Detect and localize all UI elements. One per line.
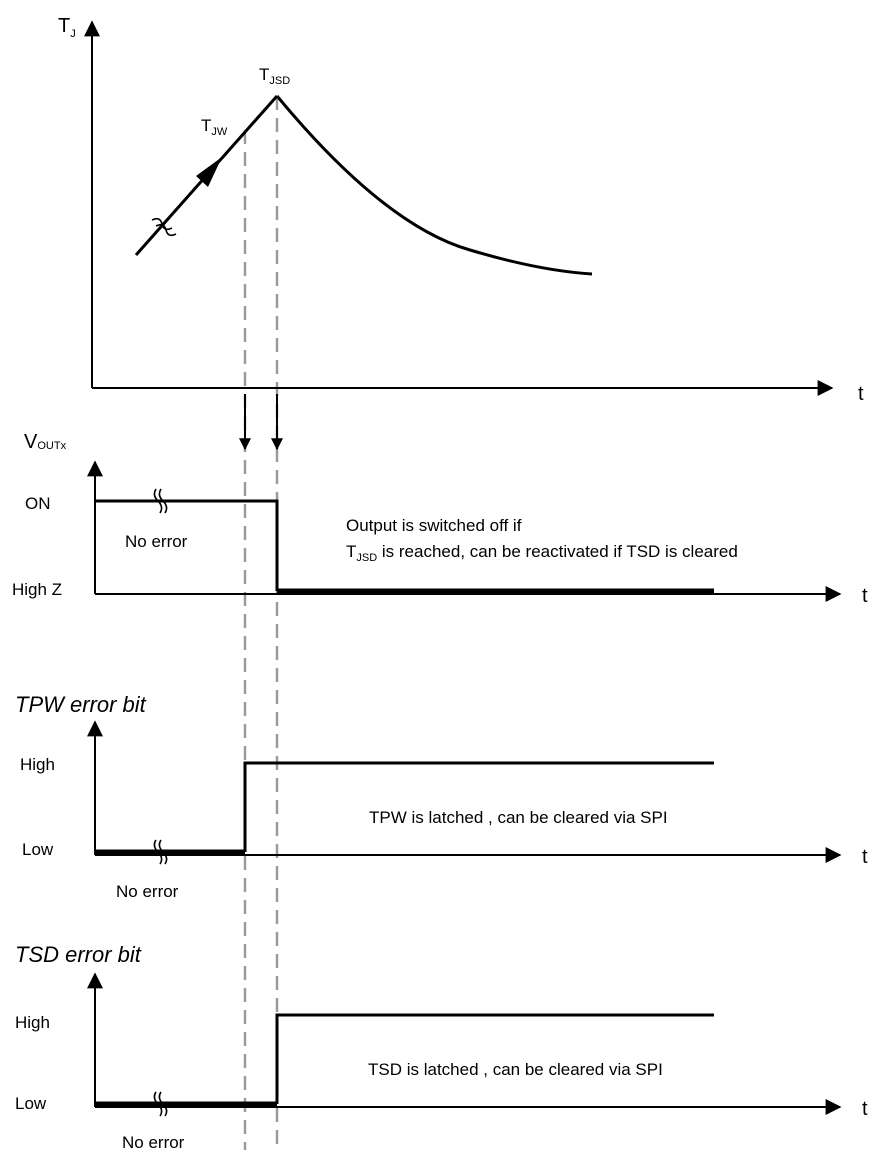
output-level-on: ON [25, 494, 51, 513]
tpw-signal [243, 761, 714, 852]
temperature-rise-arrow-icon [196, 157, 222, 187]
output-note-line2: TJSD is reached, can be reactivated if T… [346, 542, 738, 564]
tsd-title: TSD error bit [15, 942, 142, 967]
axis-break-icon [151, 217, 177, 237]
tsd-note: TSD is latched , can be cleared via SPI [368, 1060, 663, 1079]
tsd-signal [275, 1013, 714, 1104]
output-y-axis-label: VOUTx [24, 431, 67, 453]
tjw-label: TJW [201, 116, 228, 138]
temperature-x-axis-label: t [858, 383, 864, 405]
axis-break-icon [153, 488, 168, 514]
tpw-plot: TPW error bit t High Low No error TPW is… [15, 692, 868, 901]
tsd-plot: TSD error bit t High Low No error TSD is… [15, 942, 868, 1152]
tpw-level-low: Low [22, 840, 54, 859]
output-x-axis-label: t [862, 585, 868, 607]
temperature-y-axis-label: TJ [58, 15, 76, 40]
axis-break-icon [153, 1091, 168, 1117]
tjsd-label: TJSD [259, 65, 290, 87]
tpw-title: TPW error bit [15, 692, 147, 717]
output-no-error-label: No error [125, 532, 188, 551]
temperature-plot: TJ t TJW TJSD [58, 15, 864, 451]
tpw-level-high: High [20, 755, 55, 774]
tsd-x-axis-label: t [862, 1098, 868, 1120]
output-level-high-z: High Z [12, 580, 62, 599]
tsd-level-high: High [15, 1013, 50, 1032]
tsd-level-low: Low [15, 1094, 47, 1113]
axis-break-icon [153, 839, 168, 865]
tpw-x-axis-label: t [862, 846, 868, 868]
output-note-line1: Output is switched off if [346, 516, 522, 535]
tpw-no-error-label: No error [116, 882, 179, 901]
output-plot: VOUTx t ON High Z No error Output is swi… [12, 431, 868, 607]
tpw-note: TPW is latched , can be cleared via SPI [369, 808, 668, 827]
tsd-no-error-label: No error [122, 1133, 185, 1152]
temperature-decay-curve [275, 95, 593, 276]
output-signal [95, 499, 279, 591]
